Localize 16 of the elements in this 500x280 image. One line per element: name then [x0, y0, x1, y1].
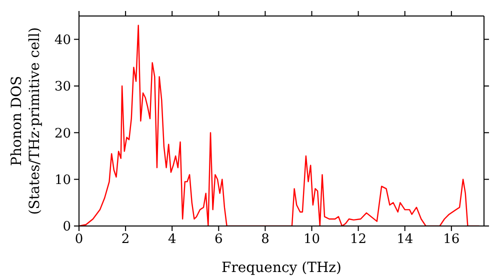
y-tick-label: 40 — [54, 32, 71, 48]
x-tick-label: 12 — [350, 232, 367, 248]
x-tick-label: 4 — [168, 232, 176, 248]
x-tick-label: 8 — [261, 232, 270, 248]
x-tick-label: 6 — [214, 232, 223, 248]
y-tick-label: 20 — [54, 126, 71, 142]
x-tick-label: 14 — [396, 232, 414, 248]
x-tick-label: 2 — [121, 232, 130, 248]
y-tick-label: 10 — [54, 172, 71, 188]
y-axis-title: Phonon DOS (States/THz·primitive cell) — [9, 27, 43, 215]
y-tick-label: 30 — [54, 80, 71, 95]
x-tick-label: 16 — [443, 232, 460, 248]
x-tick-label: 0 — [74, 232, 84, 248]
x-axis-title: Frequency (THz) — [221, 260, 342, 276]
x-tick-label: 10 — [303, 232, 320, 248]
y-tick-label: 0 — [62, 220, 71, 235]
